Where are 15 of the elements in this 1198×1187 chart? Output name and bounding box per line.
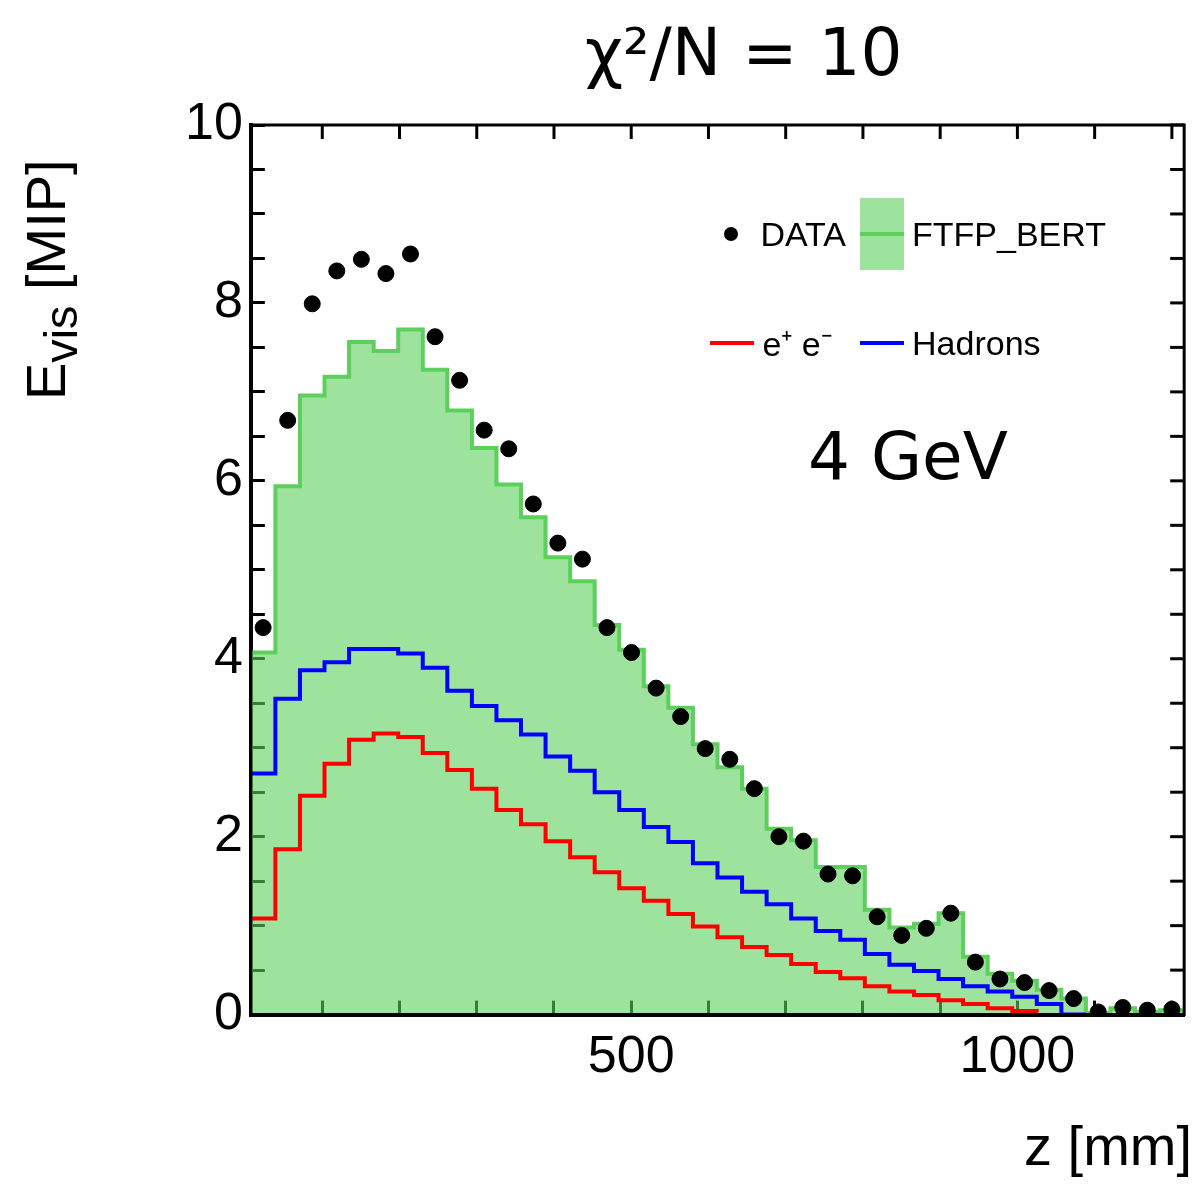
y-tick-label: 0 xyxy=(213,981,243,1040)
y-tick-label: 2 xyxy=(213,804,243,863)
y-tick-label: 10 xyxy=(185,92,243,151)
annotation: 4 GeV xyxy=(808,418,1008,495)
legend-label: FTFP_BERT xyxy=(912,214,1106,254)
y-tick-label: 6 xyxy=(213,448,243,507)
y-tick-label: 4 xyxy=(213,626,243,685)
y-tick-label: 8 xyxy=(213,270,243,329)
x-axis-title: z [mm] xyxy=(1024,1114,1192,1177)
legend-label: Hadrons xyxy=(912,323,1041,363)
x-tick-label: 1000 xyxy=(959,1025,1076,1084)
legend-label: DATA xyxy=(760,214,847,254)
chart-title: χ²/N = 10 xyxy=(585,14,903,91)
x-tick-label: 500 xyxy=(587,1025,675,1084)
legend-label: e⁺ e⁻ xyxy=(762,324,832,365)
